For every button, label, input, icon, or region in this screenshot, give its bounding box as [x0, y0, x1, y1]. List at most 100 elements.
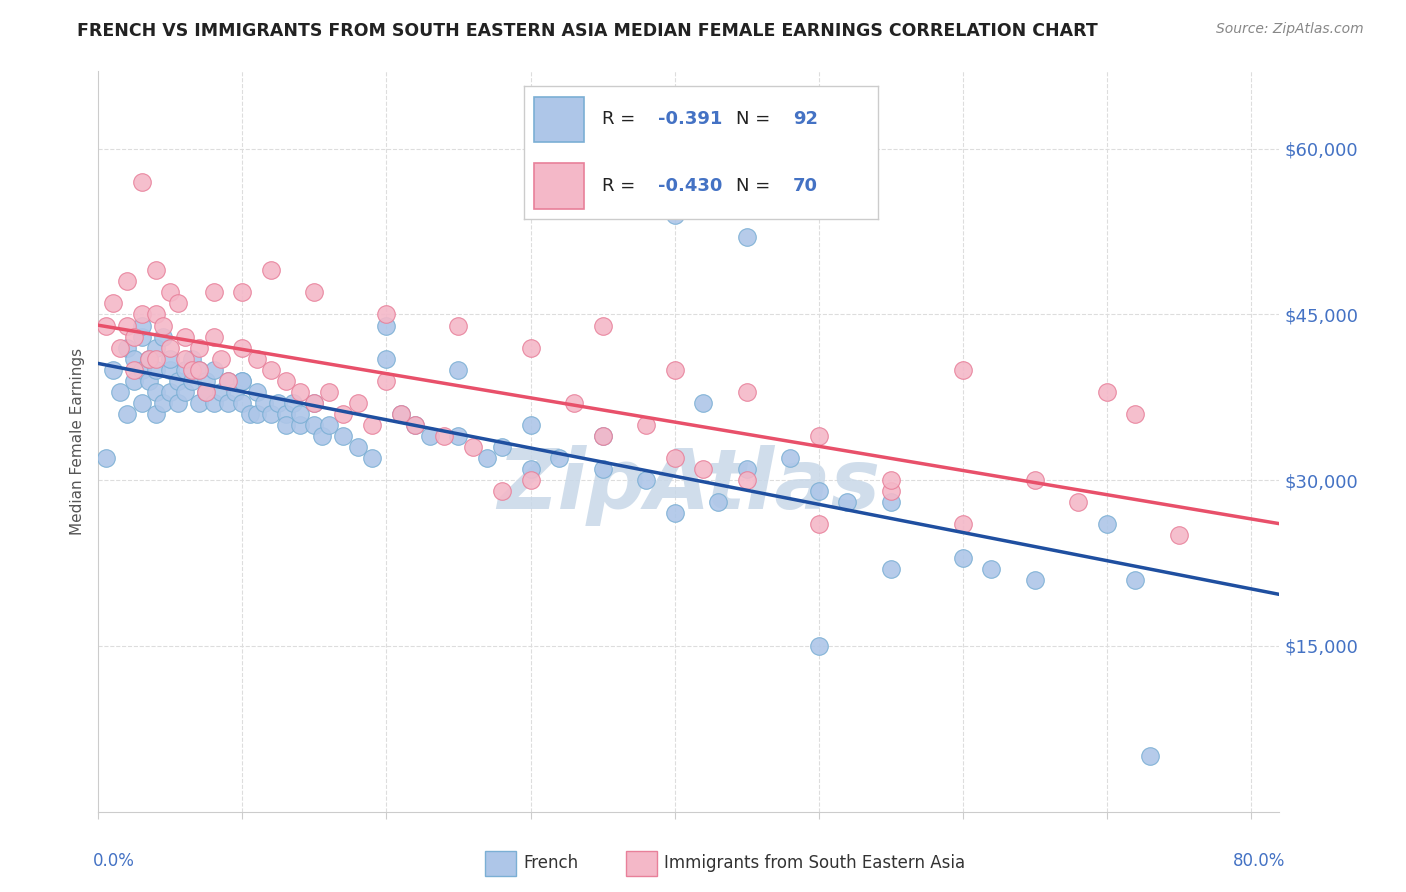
Point — [267, 396, 290, 410]
Point — [281, 396, 304, 410]
Point — [389, 407, 412, 421]
Point — [519, 417, 541, 432]
Point — [131, 396, 153, 410]
Point — [1067, 495, 1090, 509]
Point — [779, 451, 801, 466]
Point — [138, 351, 160, 366]
Point — [375, 318, 398, 333]
Point — [1139, 749, 1161, 764]
Point — [664, 451, 686, 466]
Point — [664, 208, 686, 222]
Point — [231, 374, 253, 388]
Point — [253, 396, 276, 410]
Point — [634, 473, 657, 487]
Point — [318, 417, 340, 432]
Point — [202, 285, 225, 300]
Point — [879, 484, 901, 499]
Point — [173, 384, 195, 399]
Point — [94, 318, 117, 333]
Point — [195, 384, 218, 399]
Point — [332, 429, 354, 443]
Point — [173, 362, 195, 376]
Point — [952, 517, 974, 532]
Point — [274, 407, 297, 421]
Point — [389, 407, 412, 421]
Point — [231, 341, 253, 355]
Text: 80.0%: 80.0% — [1233, 853, 1285, 871]
Point — [491, 440, 513, 454]
Point — [562, 396, 585, 410]
Point — [202, 396, 225, 410]
Point — [664, 362, 686, 376]
Point — [1095, 517, 1118, 532]
Point — [288, 417, 311, 432]
Point — [181, 374, 204, 388]
Point — [318, 384, 340, 399]
Point — [246, 407, 269, 421]
Point — [181, 362, 204, 376]
Point — [548, 451, 571, 466]
Point — [304, 396, 326, 410]
Point — [879, 495, 901, 509]
Point — [131, 318, 153, 333]
Point — [152, 318, 174, 333]
Point — [447, 318, 470, 333]
Point — [217, 396, 239, 410]
Point — [274, 417, 297, 432]
Point — [217, 374, 239, 388]
Point — [159, 341, 181, 355]
Point — [173, 329, 195, 343]
Point — [419, 429, 441, 443]
Point — [375, 351, 398, 366]
Point — [461, 440, 484, 454]
Point — [735, 473, 758, 487]
Point — [231, 374, 253, 388]
Point — [519, 462, 541, 476]
Point — [260, 362, 283, 376]
Text: ZipAtlas: ZipAtlas — [498, 445, 880, 526]
Point — [332, 407, 354, 421]
Point — [188, 362, 211, 376]
Point — [124, 362, 146, 376]
Point — [519, 341, 541, 355]
Point — [274, 374, 297, 388]
Point — [138, 351, 160, 366]
Point — [152, 396, 174, 410]
Point — [1125, 407, 1147, 421]
Point — [592, 462, 614, 476]
Point — [404, 417, 426, 432]
Point — [260, 407, 283, 421]
Point — [375, 308, 398, 322]
Point — [108, 341, 131, 355]
Point — [246, 384, 269, 399]
Point — [166, 396, 188, 410]
Point — [519, 473, 541, 487]
Text: Source: ZipAtlas.com: Source: ZipAtlas.com — [1216, 22, 1364, 37]
Point — [1125, 573, 1147, 587]
Point — [477, 451, 499, 466]
Point — [735, 230, 758, 244]
Point — [124, 351, 146, 366]
Point — [209, 351, 232, 366]
Point — [239, 407, 262, 421]
Point — [361, 417, 384, 432]
Point — [304, 285, 326, 300]
Point — [145, 308, 167, 322]
Point — [217, 374, 239, 388]
Point — [311, 429, 333, 443]
Point — [879, 561, 901, 575]
Point — [124, 374, 146, 388]
Point — [145, 362, 167, 376]
Point — [664, 507, 686, 521]
Point — [692, 462, 714, 476]
Point — [807, 484, 830, 499]
Point — [159, 384, 181, 399]
Point — [202, 362, 225, 376]
Point — [124, 329, 146, 343]
Point — [188, 362, 211, 376]
Text: FRENCH VS IMMIGRANTS FROM SOUTH EASTERN ASIA MEDIAN FEMALE EARNINGS CORRELATION : FRENCH VS IMMIGRANTS FROM SOUTH EASTERN … — [77, 22, 1098, 40]
Point — [288, 407, 311, 421]
Point — [879, 473, 901, 487]
Point — [224, 384, 246, 399]
Point — [131, 329, 153, 343]
